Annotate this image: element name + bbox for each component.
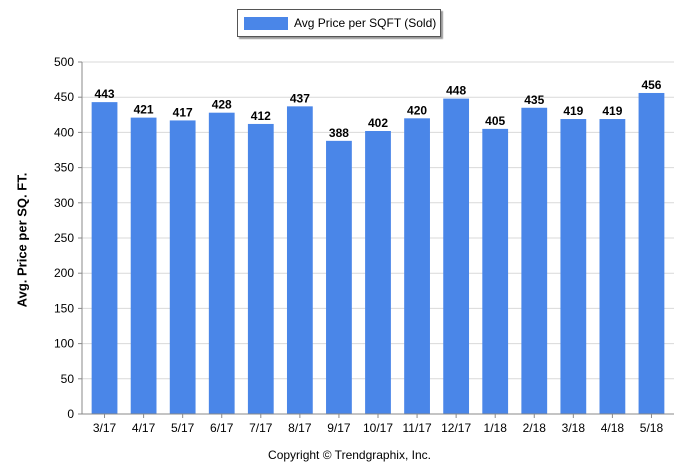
data-label: 420 — [407, 103, 427, 117]
x-axis-ticks: 3/17 4/17 5/17 6/17 7/17 8/17 9/17 10/17 11/17 12… — [93, 414, 664, 435]
data-label: 448 — [446, 84, 466, 98]
y-tick-label: 400 — [54, 125, 74, 139]
bar-5-18 — [638, 92, 665, 414]
x-tick-label: 5/17 — [171, 421, 195, 435]
x-tick-label: 1/18 — [484, 421, 508, 435]
x-tick-label: 9/17 — [327, 421, 351, 435]
bar-3-17 — [91, 102, 118, 415]
data-label: 402 — [368, 116, 388, 130]
bar-8-17 — [286, 106, 313, 415]
copyright-text: Copyright © Trendgraphix, Inc. — [268, 448, 431, 462]
data-label: 428 — [212, 98, 232, 112]
data-label: 456 — [641, 78, 661, 92]
x-tick-label: 3/17 — [93, 421, 117, 435]
y-tick-label: 150 — [54, 301, 74, 315]
x-tick-label: 3/18 — [562, 421, 586, 435]
bar-5-17 — [169, 120, 196, 414]
bar-4-17 — [130, 117, 157, 414]
bar-3-18 — [560, 119, 587, 415]
bar-9-17 — [326, 140, 352, 414]
y-tick-label: 100 — [54, 337, 74, 351]
legend-swatch — [244, 16, 288, 30]
data-label: 421 — [134, 103, 154, 117]
bar-4-18 — [599, 119, 626, 415]
y-tick-label: 350 — [54, 161, 74, 175]
y-tick-label: 0 — [67, 407, 74, 421]
bar-11-17 — [404, 118, 430, 414]
legend: Avg Price per SQFT (Sold) — [237, 9, 441, 37]
y-tick-label: 450 — [54, 90, 74, 104]
y-tick-label: 250 — [54, 231, 74, 245]
data-label: 419 — [602, 104, 622, 118]
data-label: 417 — [173, 105, 193, 119]
bar-7-17 — [247, 123, 274, 415]
x-tick-label: 10/17 — [363, 421, 393, 435]
bars — [91, 92, 665, 415]
data-label: 435 — [524, 93, 544, 107]
legend-label: Avg Price per SQFT (Sold) — [294, 16, 437, 30]
y-axis-ticks: 0 50 100 150 200 250 300 350 400 450 500 — [54, 55, 82, 421]
y-tick-label: 50 — [61, 372, 75, 386]
x-tick-label: 4/18 — [601, 421, 625, 435]
data-labels: 443 421 417 428 412 437 388 402 420 448 405 435 419 4… — [95, 78, 662, 140]
data-label: 405 — [485, 114, 505, 128]
data-label: 443 — [95, 87, 115, 101]
x-tick-label: 12/17 — [441, 421, 471, 435]
data-label: 437 — [290, 91, 310, 105]
bar-6-17 — [208, 112, 235, 415]
bar-1-18 — [482, 128, 509, 414]
data-label: 388 — [329, 126, 349, 140]
x-tick-label: 8/17 — [288, 421, 312, 435]
x-tick-label: 5/18 — [640, 421, 664, 435]
bar-12-17 — [443, 98, 470, 414]
y-tick-label: 300 — [54, 196, 74, 210]
x-tick-label: 11/17 — [402, 421, 431, 435]
x-tick-label: 7/17 — [249, 421, 273, 435]
x-tick-label: 6/17 — [210, 421, 234, 435]
data-label: 412 — [251, 109, 271, 123]
y-tick-label: 500 — [54, 55, 74, 69]
bar-10-17 — [365, 130, 391, 414]
y-tick-label: 200 — [54, 266, 74, 280]
data-label: 419 — [563, 104, 583, 118]
bar-2-18 — [521, 107, 548, 414]
x-tick-label: 2/18 — [523, 421, 547, 435]
x-tick-label: 4/17 — [132, 421, 156, 435]
